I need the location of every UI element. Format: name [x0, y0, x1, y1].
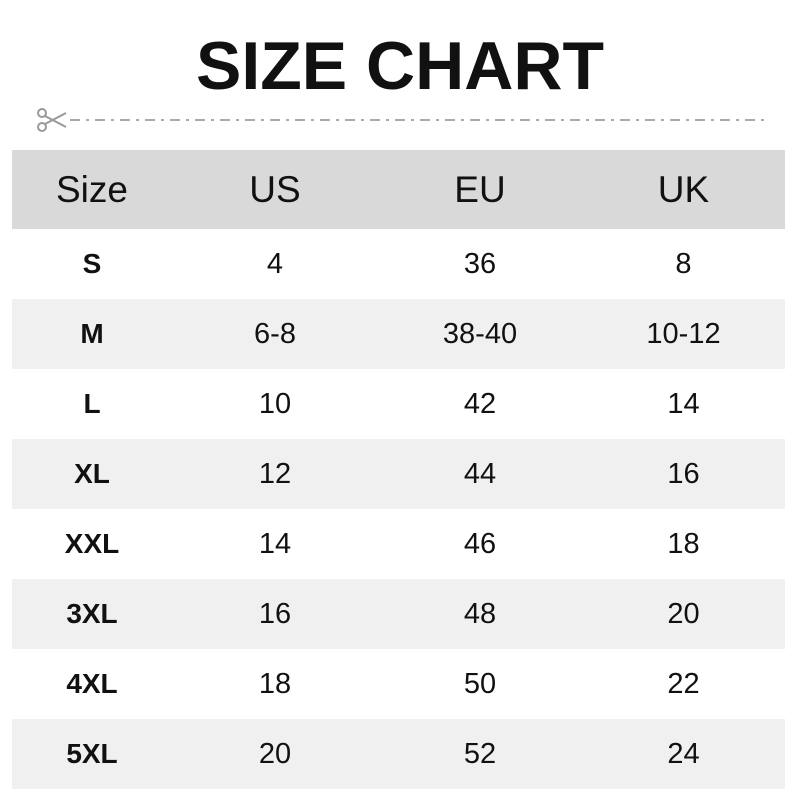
- size-value-eu: 42: [463, 387, 497, 420]
- column-header: US: [249, 168, 301, 210]
- size-label: XXL: [64, 528, 120, 559]
- size-value-us: 20: [258, 737, 292, 770]
- table-row: 4XL 18 50 22: [12, 649, 785, 719]
- size-value-uk: 10-12: [646, 317, 721, 350]
- size-label: 3XL: [66, 598, 118, 629]
- size-value-eu: 50: [463, 667, 497, 700]
- size-label: S: [82, 248, 102, 279]
- size-value-eu: 38-40: [442, 317, 518, 350]
- size-value-eu: 44: [463, 457, 497, 490]
- size-value-uk: 22: [667, 667, 700, 700]
- size-table: Size US EU UK S 4 36 8 M 6-8 38-40 10-12 L 10 42 14…: [12, 150, 785, 789]
- size-value-us: 16: [258, 597, 292, 630]
- size-value-uk: 24: [667, 737, 700, 770]
- table-row: XL 12 44 16: [12, 439, 785, 509]
- size-value-eu: 48: [463, 597, 497, 630]
- size-label: 4XL: [66, 668, 118, 699]
- cut-line: [37, 108, 770, 132]
- table-row: L 10 42 14: [12, 369, 785, 439]
- size-value-us: 4: [266, 247, 284, 280]
- size-value-uk: 16: [667, 457, 700, 490]
- size-value-uk: 14: [667, 387, 700, 420]
- size-label: L: [83, 388, 101, 419]
- page-title: SIZE CHART: [196, 28, 604, 104]
- size-label: M: [80, 318, 104, 349]
- size-value-us: 6-8: [254, 317, 296, 350]
- size-label: XL: [74, 458, 110, 489]
- size-value-eu: 46: [463, 527, 497, 560]
- table-header: Size US EU UK: [12, 150, 785, 229]
- size-value-eu: 36: [463, 247, 497, 280]
- size-label: 5XL: [66, 738, 118, 769]
- column-header: UK: [657, 168, 710, 210]
- table-row: XXL 14 46 18: [12, 509, 785, 579]
- table-row: S 4 36 8: [12, 229, 785, 299]
- table-row: 3XL 16 48 20: [12, 579, 785, 649]
- size-value-us: 10: [258, 387, 292, 420]
- table-row: 5XL 20 52 24: [12, 719, 785, 789]
- size-value-uk: 18: [667, 527, 700, 560]
- size-value-uk: 8: [675, 247, 692, 280]
- column-header: Size: [56, 168, 128, 210]
- scissors-icon: [37, 108, 67, 132]
- size-value-uk: 20: [667, 597, 700, 630]
- size-value-us: 18: [258, 667, 292, 700]
- size-value-us: 14: [258, 527, 292, 560]
- table-row: M 6-8 38-40 10-12: [12, 299, 785, 369]
- size-value-eu: 52: [463, 737, 497, 770]
- size-value-us: 12: [258, 457, 292, 490]
- column-header: EU: [454, 168, 506, 210]
